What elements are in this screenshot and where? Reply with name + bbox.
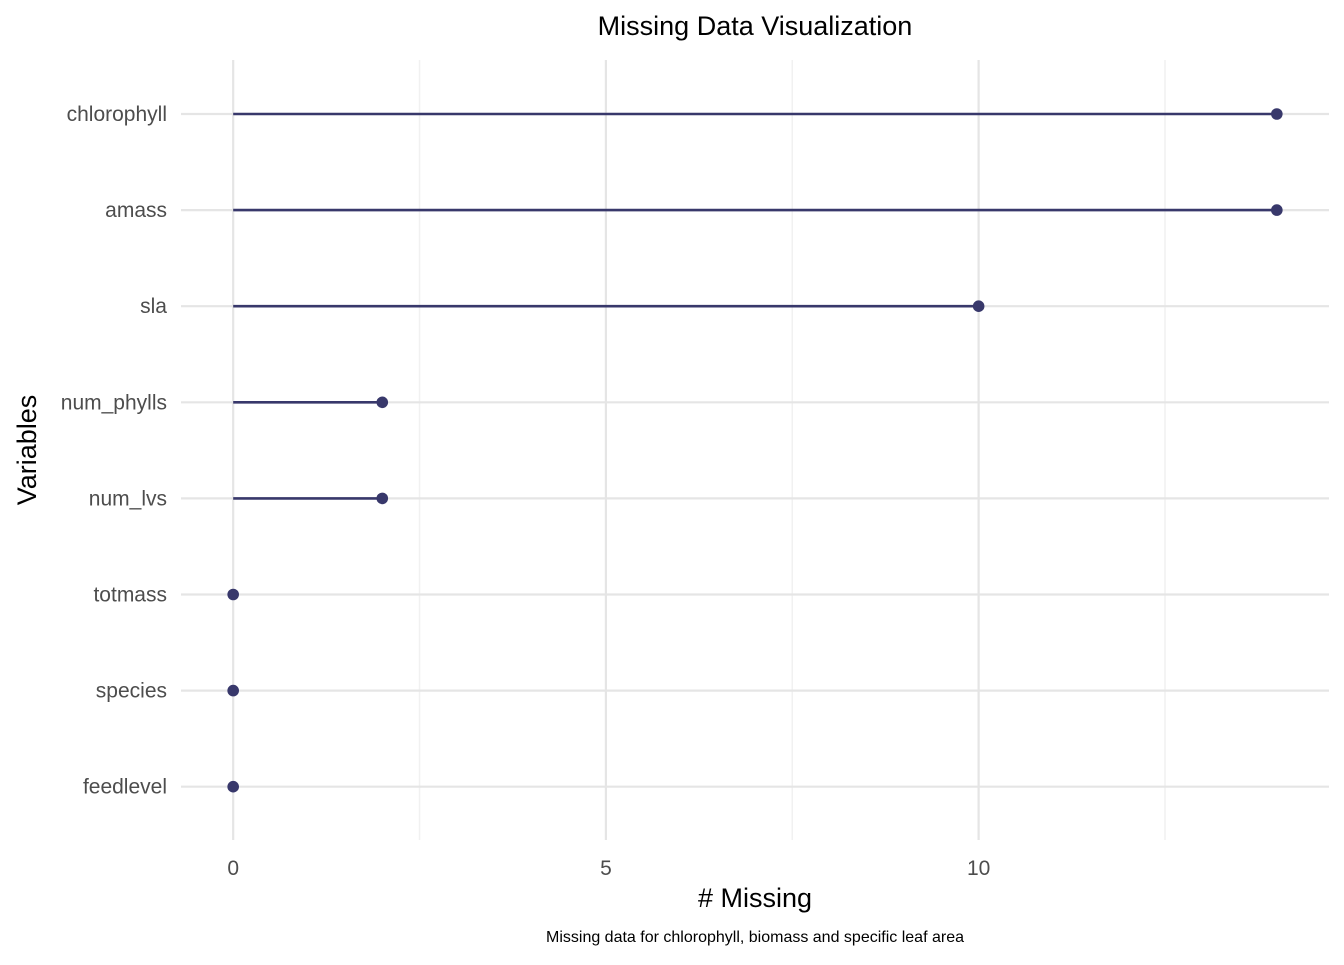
x-tick-label: 10 [967, 857, 990, 880]
y-axis-title: Variables [12, 395, 42, 506]
grid-layer [181, 60, 1329, 840]
series-layer [227, 108, 1283, 793]
x-axis-title: # Missing [698, 883, 812, 913]
lollipop-point-num_phylls [376, 396, 389, 409]
label-layer: 0 5 10 chlorophyll amass sla num_phylls num_lvs… [61, 103, 991, 880]
chart-caption: Missing data for chlorophyll, biomass an… [546, 929, 964, 946]
x-tick-label: 5 [600, 857, 612, 880]
y-tick-label-species: species [96, 680, 167, 703]
lollipop-point-num_lvs [376, 492, 389, 505]
x-tick-label: 0 [227, 857, 239, 880]
lollipop-point-feedlevel [227, 780, 239, 793]
y-tick-label-chlorophyll: chlorophyll [67, 103, 167, 126]
y-tick-label-sla: sla [140, 295, 167, 318]
lollipop-point-amass [1271, 204, 1283, 216]
lollipop-point-chlorophyll [1271, 108, 1283, 120]
y-tick-label-feedlevel: feedlevel [83, 776, 167, 799]
lollipop-point-totmass [227, 588, 239, 601]
chart-title: Missing Data Visualization [598, 11, 913, 41]
y-tick-label-totmass: totmass [93, 584, 167, 607]
y-tick-label-num_phylls: num_phylls [61, 391, 167, 414]
y-tick-label-num_lvs: num_lvs [89, 487, 167, 510]
lollipop-point-sla [972, 300, 985, 313]
y-tick-label-amass: amass [105, 199, 167, 222]
lollipop-point-species [227, 684, 239, 697]
